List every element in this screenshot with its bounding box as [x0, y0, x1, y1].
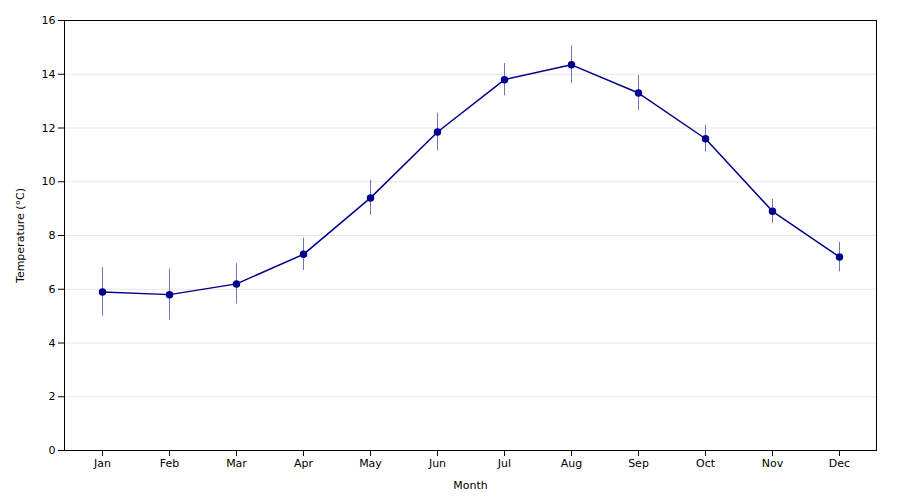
svg-text:16: 16	[42, 14, 56, 27]
svg-text:Temperature (°C): Temperature (°C)	[14, 188, 27, 284]
svg-text:Oct: Oct	[696, 457, 716, 470]
svg-text:Jan: Jan	[93, 457, 111, 470]
svg-text:12: 12	[42, 122, 56, 135]
svg-text:6: 6	[49, 283, 56, 296]
svg-text:Aug: Aug	[561, 457, 582, 470]
svg-text:Month: Month	[453, 479, 488, 492]
svg-text:Mar: Mar	[226, 457, 247, 470]
svg-text:0: 0	[49, 444, 56, 457]
svg-text:Jul: Jul	[497, 457, 511, 470]
svg-text:May: May	[359, 457, 382, 470]
svg-text:Dec: Dec	[829, 457, 850, 470]
svg-text:Jun: Jun	[428, 457, 446, 470]
svg-text:2: 2	[49, 390, 56, 403]
svg-text:4: 4	[49, 337, 56, 350]
svg-text:8: 8	[49, 229, 56, 242]
svg-text:Sep: Sep	[628, 457, 649, 470]
svg-text:Apr: Apr	[294, 457, 314, 470]
svg-text:Nov: Nov	[762, 457, 784, 470]
svg-text:10: 10	[42, 175, 56, 188]
svg-text:Feb: Feb	[160, 457, 179, 470]
svg-text:14: 14	[42, 68, 56, 81]
